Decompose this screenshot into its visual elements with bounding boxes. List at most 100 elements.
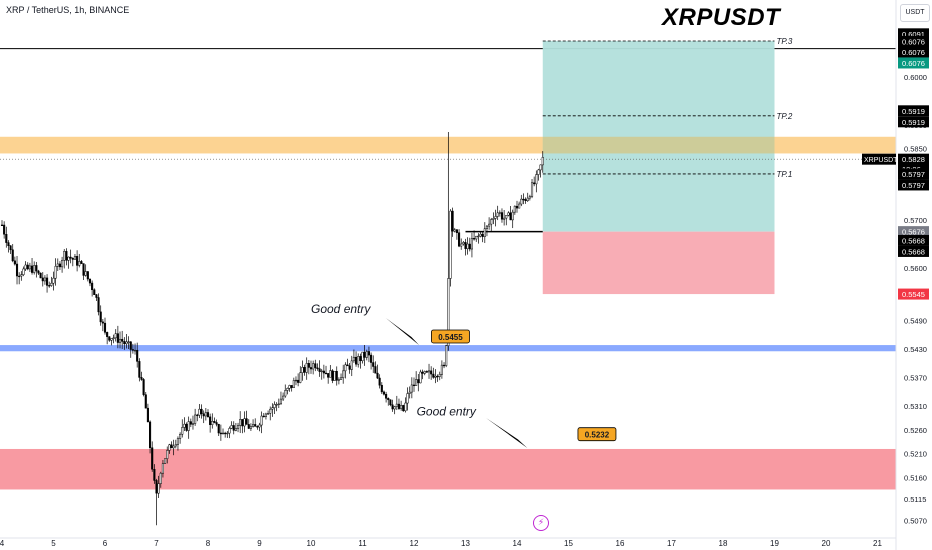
candle-body (466, 243, 469, 249)
candle-body (518, 203, 521, 209)
candle-body (400, 405, 403, 409)
candle-body (378, 377, 381, 386)
candle-body (254, 424, 257, 427)
tp-label-2: TP.2 (777, 112, 793, 121)
candle-body (236, 425, 240, 429)
y-tick-label: 0.5160 (904, 474, 927, 483)
price-label-text: 0.5797 (902, 181, 925, 190)
candle-body (151, 447, 154, 470)
candle-body (110, 338, 113, 341)
candle-body (451, 210, 454, 232)
x-tick-label: 10 (307, 539, 316, 548)
candle-body (286, 388, 289, 391)
y-tick-label: 0.5260 (904, 426, 927, 435)
candle-body (228, 428, 231, 434)
candle-body (9, 245, 12, 251)
candle-body (65, 251, 68, 261)
candle-body (54, 265, 57, 279)
candle-body (82, 263, 85, 276)
y-tick-label: 0.5115 (904, 495, 926, 504)
candle-body (39, 272, 42, 279)
candle-body (99, 311, 102, 323)
price-axis (896, 0, 932, 550)
candle-body (301, 367, 304, 373)
candle-body (30, 265, 34, 273)
candle-body (118, 338, 122, 343)
candle-body (80, 261, 83, 264)
price-label-box (898, 35, 929, 47)
annotation-good-entry-1: Good entry (311, 302, 371, 316)
candle-body (63, 251, 66, 261)
candle-body (455, 229, 458, 233)
candle-body (503, 217, 506, 220)
candle-body (327, 373, 330, 378)
candle-body (209, 416, 212, 425)
candle-body (125, 341, 128, 345)
candle-body (33, 265, 36, 273)
price-label-text: 0.6091 (902, 30, 925, 39)
candle-body (189, 421, 192, 425)
candle-body (91, 282, 94, 290)
price-label-text: 0.5919 (902, 107, 925, 116)
candle-body (3, 224, 6, 235)
candle-body (391, 404, 394, 410)
candle-body (496, 212, 499, 217)
candle-body (335, 371, 338, 381)
candle-body (397, 403, 401, 409)
candle-body (191, 423, 195, 425)
candle-body (520, 198, 523, 205)
arrow-2 (486, 417, 528, 449)
candle-body (297, 379, 300, 383)
x-tick-label: 20 (822, 539, 831, 548)
candle-body (481, 233, 484, 237)
candle-body (432, 373, 435, 378)
x-tick-label: 4 (0, 539, 5, 548)
candle-body (37, 270, 40, 274)
candle-body (417, 379, 420, 384)
candle-body (292, 380, 295, 388)
candle-body (483, 228, 486, 237)
candle-body (370, 354, 373, 363)
candle-body (284, 390, 287, 397)
candle-body (200, 408, 203, 415)
candle-body (108, 336, 111, 341)
candle-body (299, 372, 302, 383)
candle-body (305, 363, 308, 373)
candle-body (404, 402, 407, 412)
y-tick-label: 0.5490 (904, 316, 927, 325)
candle-body (202, 413, 205, 417)
candle-body (277, 403, 280, 405)
candle-body (249, 426, 252, 429)
candle-body (498, 212, 501, 214)
price-label-box (898, 288, 929, 300)
candle-body (410, 384, 413, 393)
price-label-text: 0.5828 (902, 155, 925, 164)
candle-body (352, 356, 355, 362)
candle-body (337, 379, 340, 381)
candle-body (114, 333, 117, 339)
candle-body (164, 458, 167, 464)
candle-body (412, 384, 416, 387)
y-tick-label: 0.5310 (904, 402, 927, 411)
candle-body (307, 363, 310, 368)
candle-body (376, 372, 379, 379)
x-tick-label: 6 (103, 539, 108, 548)
candle-body (157, 483, 160, 494)
currency-button[interactable]: USDT (900, 4, 930, 22)
candle-body (524, 199, 527, 201)
candle-body (533, 182, 536, 185)
candle-body (382, 391, 386, 395)
candle-body (155, 480, 158, 494)
price-label-box (898, 28, 929, 40)
candle-body (475, 235, 478, 240)
lightning-icon[interactable]: ⚡ (533, 515, 549, 531)
candle-body (367, 351, 370, 356)
x-tick-label: 5 (51, 539, 56, 548)
candle-body (526, 197, 529, 201)
profit-zone (542, 40, 775, 232)
arrow-1 (385, 317, 420, 346)
candle-body (260, 415, 263, 426)
candle-body (458, 232, 461, 247)
symbol-tag: XRPUSDT (864, 157, 898, 164)
